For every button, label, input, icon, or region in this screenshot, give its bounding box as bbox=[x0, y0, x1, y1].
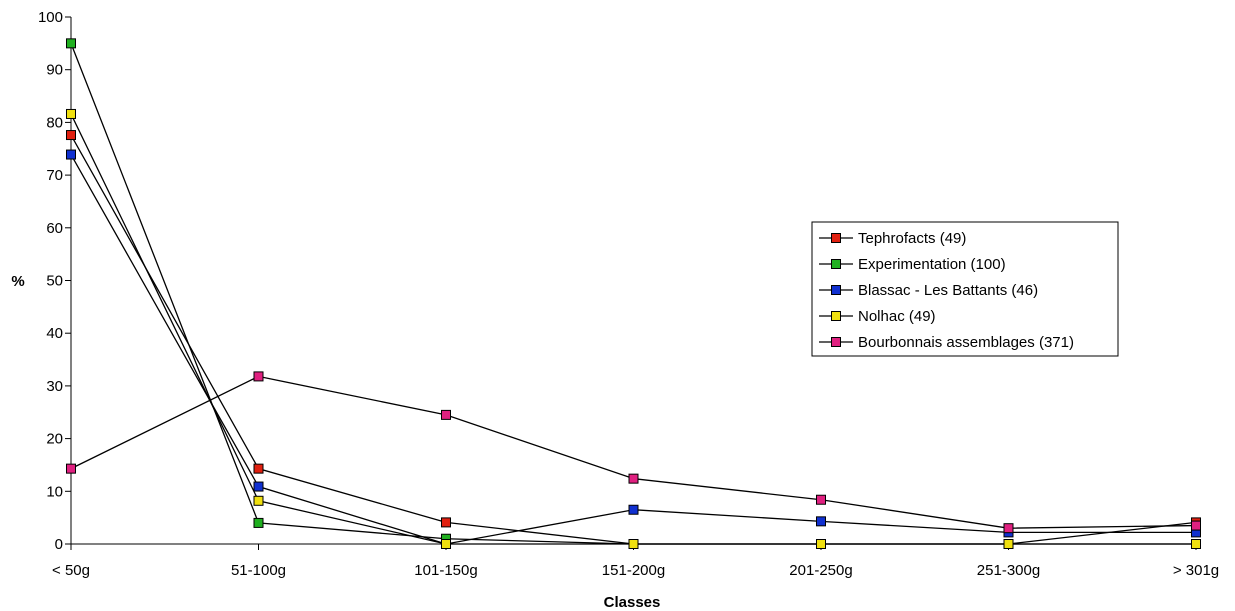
data-point bbox=[253, 481, 264, 492]
series-group bbox=[66, 38, 1201, 549]
y-tick-label: 80 bbox=[46, 114, 63, 131]
legend-marker bbox=[831, 233, 841, 243]
legend-marker bbox=[831, 311, 841, 321]
y-tick-label: 90 bbox=[46, 62, 63, 79]
data-point bbox=[1191, 520, 1201, 531]
y-tick-label: 60 bbox=[46, 220, 63, 237]
data-point bbox=[66, 130, 76, 141]
legend-label: Bourbonnais assemblages (371) bbox=[858, 334, 1074, 351]
data-point bbox=[628, 539, 639, 549]
legend: Tephrofacts (49) Experimentation (100) Bla… bbox=[811, 221, 1119, 357]
data-point bbox=[66, 108, 76, 119]
x-tick-label: 251-300g bbox=[977, 562, 1040, 579]
data-point bbox=[1003, 539, 1014, 549]
x-axis-title: Classes bbox=[604, 594, 661, 611]
data-point bbox=[253, 463, 264, 474]
data-point bbox=[441, 517, 451, 528]
data-point bbox=[816, 494, 826, 505]
data-point bbox=[253, 517, 264, 528]
y-tick-label: 50 bbox=[46, 273, 63, 290]
data-point bbox=[628, 504, 639, 515]
data-point bbox=[441, 539, 451, 549]
data-point bbox=[66, 38, 76, 49]
legend-box bbox=[811, 221, 1119, 357]
y-tick-label: 70 bbox=[46, 167, 63, 184]
legend-marker bbox=[831, 285, 841, 295]
legend-label: Tephrofacts (49) bbox=[858, 230, 966, 247]
legend-marker bbox=[831, 337, 841, 347]
data-point bbox=[66, 149, 76, 160]
y-axis-title: % bbox=[11, 273, 24, 290]
y-tick-label: 100 bbox=[38, 9, 63, 26]
data-point bbox=[816, 516, 826, 527]
data-point bbox=[253, 371, 264, 382]
x-tick-label: 51-100g bbox=[231, 562, 286, 579]
x-tick-label: > 301g bbox=[1173, 562, 1219, 579]
data-point bbox=[1191, 539, 1201, 549]
legend-label: Blassac - Les Battants (46) bbox=[858, 282, 1038, 299]
data-point bbox=[816, 539, 826, 549]
x-tick-label: 201-250g bbox=[789, 562, 852, 579]
y-tick-label: 30 bbox=[46, 378, 63, 395]
data-point bbox=[441, 409, 451, 420]
legend-label: Experimentation (100) bbox=[858, 256, 1006, 273]
x-tick-label: 101-150g bbox=[414, 562, 477, 579]
data-point bbox=[253, 495, 264, 506]
x-tick-label: < 50g bbox=[52, 562, 90, 579]
y-tick-label: 40 bbox=[46, 325, 63, 342]
x-tick-label: 151-200g bbox=[602, 562, 665, 579]
legend-label: Nolhac (49) bbox=[858, 308, 936, 325]
data-point bbox=[628, 473, 639, 484]
x-tick-labels: < 50g 51-100g 101-150g 151-200g 201-250g 251-… bbox=[52, 562, 1219, 579]
y-tick-labels: 0 10 20 30 40 50 60 70 80 90 100 bbox=[38, 9, 63, 553]
y-tick-label: 10 bbox=[46, 483, 63, 500]
legend-marker bbox=[831, 259, 841, 269]
y-tick-label: 0 bbox=[55, 536, 63, 553]
data-point bbox=[1003, 523, 1014, 534]
y-tick-label: 20 bbox=[46, 431, 63, 448]
data-point bbox=[66, 463, 76, 474]
